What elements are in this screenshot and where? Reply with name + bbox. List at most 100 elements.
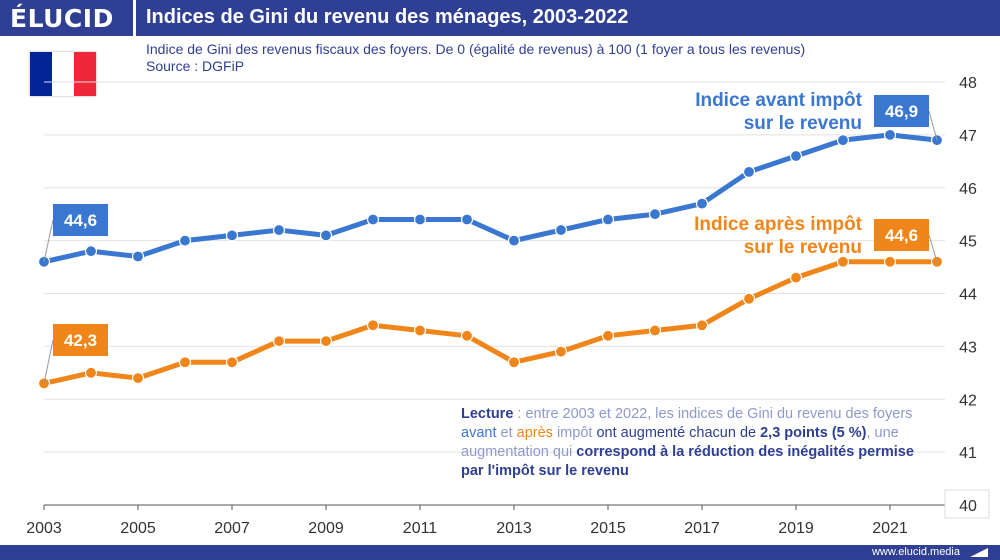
data-point-before-tax xyxy=(272,223,286,237)
data-point-after-tax xyxy=(225,356,239,369)
data-point-before-tax xyxy=(836,134,850,147)
value-label-after-end-leader xyxy=(928,234,938,262)
data-point-after-tax xyxy=(507,356,521,369)
value-label-after-start-box xyxy=(53,324,108,356)
note-part: et xyxy=(496,425,517,441)
data-point-after-tax xyxy=(789,271,803,284)
y-tick-label: 45 xyxy=(959,234,977,251)
data-point-after-tax xyxy=(84,366,98,379)
x-tick-label: 2013 xyxy=(496,520,532,537)
x-tick-label: 2005 xyxy=(120,520,156,537)
gini-line-chart: 4041424344454647484020032005200720092011… xyxy=(26,75,990,537)
data-point-after-tax xyxy=(742,292,756,305)
flag-stripe-white xyxy=(52,52,74,96)
data-point-after-tax xyxy=(648,324,662,337)
data-point-before-tax xyxy=(789,149,803,163)
value-label-before-end-text: 46,9 xyxy=(885,102,918,121)
chart-subtitle: Indice de Gini des revenus fiscaux des f… xyxy=(146,41,806,57)
x-tick-label: 2021 xyxy=(872,520,908,537)
note-part: ont augmenté chacun de xyxy=(592,425,761,441)
flag-stripe-red xyxy=(74,52,96,96)
note-part: : entre 2003 et 2022, xyxy=(513,406,656,422)
x-tick-label: 2009 xyxy=(308,520,344,537)
flag-stripe-blue xyxy=(30,52,52,96)
data-point-before-tax xyxy=(366,213,380,226)
data-point-before-tax xyxy=(460,213,474,226)
data-point-before-tax xyxy=(742,165,756,178)
y-tick-label: 47 xyxy=(959,128,977,145)
data-point-before-tax xyxy=(131,250,145,263)
y-tick-label: 42 xyxy=(959,392,977,409)
data-point-after-tax xyxy=(695,319,709,332)
note-lecture: Lecture xyxy=(461,406,514,422)
data-point-after-tax xyxy=(319,334,333,348)
data-point-before-tax xyxy=(648,208,662,221)
y-tick-label: 41 xyxy=(959,445,977,462)
header-bar: ÉLUCID Indices de Gini du revenu des mén… xyxy=(0,0,1000,36)
reading-note: Lecture : entre 2003 et 2022, les indice… xyxy=(461,405,931,481)
data-point-before-tax xyxy=(319,229,333,242)
data-point-after-tax xyxy=(178,356,192,369)
data-point-before-tax xyxy=(554,223,568,237)
value-label-after-start-leader xyxy=(43,339,54,384)
data-point-after-tax xyxy=(366,319,380,332)
y-tick-label: 48 xyxy=(959,75,977,92)
brand-logo: ÉLUCID xyxy=(10,4,114,33)
data-point-before-tax xyxy=(695,197,709,210)
value-label-after-end-text: 44,6 xyxy=(885,226,918,245)
data-point-before-tax xyxy=(84,245,98,258)
value-label-before-end-box xyxy=(874,95,929,127)
x-tick-label: 2017 xyxy=(684,520,720,537)
data-point-before-tax xyxy=(178,234,192,247)
france-flag-icon xyxy=(30,52,96,96)
value-label-before-start-leader xyxy=(43,219,54,262)
note-conclusion: correspond à la réduction des inégalités… xyxy=(461,444,914,479)
series-line-after-tax xyxy=(41,259,940,386)
series-label-before: Indice avant impôt xyxy=(695,90,862,111)
data-point-before-tax xyxy=(883,128,897,141)
series-line-before-tax xyxy=(41,132,940,265)
data-point-after-tax xyxy=(836,255,850,268)
footer-bar xyxy=(0,545,1000,560)
value-label-before-start-text: 44,6 xyxy=(64,211,97,230)
data-point-before-tax xyxy=(601,213,615,226)
data-point-after-tax xyxy=(883,255,897,268)
data-point-after-tax xyxy=(131,372,145,385)
footer-logo-icon xyxy=(970,548,988,557)
y-tick-label-min: 40 xyxy=(959,498,977,515)
series-label-before: sur le revenu xyxy=(744,113,862,134)
note-part: , une augmentation qui xyxy=(461,425,899,460)
value-label-before-start-box xyxy=(53,204,108,236)
y-axis-bottom-box xyxy=(944,489,990,519)
y-tick-label: 43 xyxy=(959,339,977,356)
value-label-after-start-text: 42,3 xyxy=(64,331,97,350)
note-avant: avant xyxy=(461,425,497,441)
series-label-after: Indice après impôt xyxy=(694,214,863,235)
x-tick-label: 2011 xyxy=(403,520,438,537)
value-label-before-end-leader xyxy=(928,110,938,141)
value-label-after-end-box xyxy=(874,219,929,251)
note-part: impôt xyxy=(552,425,593,441)
data-point-after-tax xyxy=(272,334,286,348)
header-separator xyxy=(133,0,136,36)
data-point-before-tax xyxy=(225,229,239,242)
x-tick-label: 2019 xyxy=(778,520,814,537)
data-point-after-tax xyxy=(413,324,427,337)
x-tick-label: 2015 xyxy=(590,520,626,537)
data-point-after-tax xyxy=(601,329,615,342)
footer-url[interactable]: www.elucid.media xyxy=(871,546,960,558)
x-tick-label: 2003 xyxy=(26,520,62,537)
note-apres: après xyxy=(516,425,553,441)
data-point-before-tax xyxy=(507,234,521,247)
data-point-after-tax xyxy=(554,345,568,358)
x-tick-label: 2007 xyxy=(214,520,250,537)
note-part: les indices de Gini du revenu des foyers xyxy=(655,406,913,422)
data-point-before-tax xyxy=(413,213,427,226)
note-points: 2,3 points (5 %) xyxy=(760,425,867,441)
y-tick-label: 46 xyxy=(959,181,977,198)
y-tick-label: 44 xyxy=(959,287,977,304)
series-label-after: sur le revenu xyxy=(744,237,862,258)
chart-source: Source : DGFiP xyxy=(146,58,245,74)
chart-title: Indices de Gini du revenu des ménages, 2… xyxy=(146,6,629,28)
data-point-after-tax xyxy=(460,329,474,342)
